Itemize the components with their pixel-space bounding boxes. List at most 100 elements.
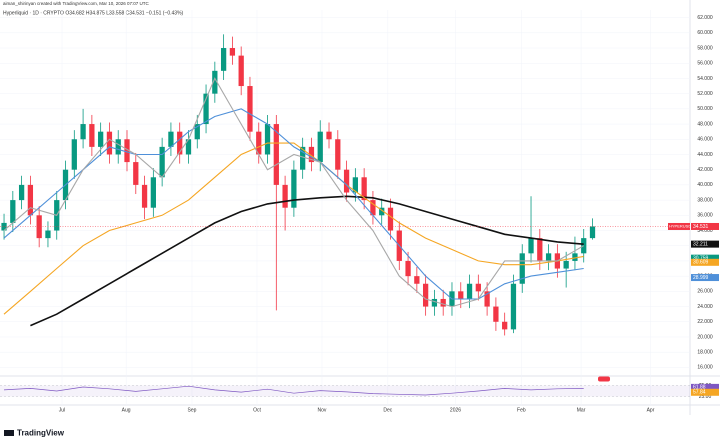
y-tick-label: 54.000 (697, 76, 713, 82)
candle-body (493, 306, 499, 322)
y-tick-label: 60.000 (697, 30, 713, 36)
candle-body (80, 124, 86, 140)
y-tick-label: 50.000 (697, 106, 713, 112)
y-tick-label: 20.000 (697, 334, 713, 340)
y-tick-label: 46.000 (697, 137, 713, 143)
x-tick-label: Jul (59, 407, 65, 413)
y-tick-label: 24.000 (697, 304, 713, 310)
candle-body (220, 48, 227, 71)
x-tick-label: Dec (383, 407, 392, 413)
y-tick-label: 38.000 (697, 197, 713, 203)
moving-average (30, 195, 584, 327)
price-tag (691, 240, 719, 248)
candle-body (537, 238, 543, 261)
candle-body (124, 139, 130, 163)
candle-body (475, 283, 481, 292)
x-tick-label: 2026 (450, 407, 461, 413)
candle-body (581, 238, 587, 254)
candle-body (212, 70, 218, 94)
header-symbol: Hyperliquid · 1D · CRYPTO O34.682 H34.87… (3, 10, 184, 16)
candle-body (422, 283, 429, 307)
candle-body (563, 260, 569, 269)
candle-body (36, 215, 42, 239)
candle-body (256, 131, 262, 155)
rsi-band (0, 385, 690, 397)
price-tag (691, 222, 719, 230)
rsi-line (3, 385, 584, 396)
x-tick-label: Sep (188, 407, 197, 413)
candle-body (273, 124, 279, 185)
candle-body (510, 283, 517, 330)
candle-body (300, 146, 306, 170)
y-tick-label: 48.000 (697, 121, 713, 127)
price-tag (691, 274, 719, 282)
header-credit: aiman_shirinyan created with TradingView… (3, 1, 149, 6)
candle-body (405, 260, 411, 277)
candle-body (528, 238, 534, 254)
candle-body (414, 276, 420, 284)
candle-body (27, 184, 34, 216)
candle-body (387, 207, 394, 231)
candle-body (264, 124, 271, 155)
candle-body (150, 177, 156, 208)
candle-body (141, 184, 148, 208)
candle-body (247, 86, 253, 132)
price-tag-label: 57.84 (693, 390, 706, 396)
price-tag (691, 254, 719, 262)
candle-body (194, 124, 200, 140)
candle-body (71, 139, 77, 170)
candle-body (370, 200, 376, 216)
x-tick-label: Apr (647, 407, 655, 413)
candle-body (18, 184, 25, 201)
candle-body (484, 291, 490, 307)
y-tick-label: 58.000 (697, 45, 713, 51)
candle-body (361, 177, 367, 201)
y-tick-label: 62.000 (697, 15, 713, 21)
y-tick-label: 44.000 (697, 152, 713, 158)
y-tick-label: 25.00 (699, 394, 712, 400)
candle-body (440, 298, 446, 307)
candle-body (343, 169, 350, 193)
candle-body (572, 253, 578, 261)
symbol-tag (668, 222, 690, 230)
y-tick-label: 36.000 (697, 213, 713, 219)
candle-body (502, 321, 508, 330)
y-tick-label: 18.000 (697, 350, 713, 356)
candle-body (203, 93, 209, 125)
candle-body (185, 139, 192, 155)
candle-body (177, 131, 183, 155)
candle-body (291, 169, 297, 208)
candle-body (379, 207, 385, 216)
moving-average (3, 108, 584, 300)
moving-average (3, 77, 584, 308)
candle-body (466, 283, 473, 299)
indicator-badge (598, 376, 610, 382)
price-tag (691, 388, 719, 396)
candle-body (115, 139, 121, 155)
symbol-label: HYPERUSDT (669, 224, 694, 229)
candle-body (89, 124, 95, 147)
y-tick-label: 22.000 (697, 319, 713, 325)
price-tag (691, 258, 719, 266)
brand-logo (4, 430, 14, 436)
candle-body (133, 162, 139, 185)
price-tag-label: 30.759 (693, 255, 709, 261)
x-tick-label: Oct (253, 407, 261, 413)
price-tag-label: 34.531 (693, 224, 709, 230)
moving-average (3, 142, 584, 315)
y-tick-label: 16.000 (697, 365, 713, 371)
y-tick-label: 34.000 (697, 228, 713, 234)
candle-body (229, 48, 236, 56)
candle-body (282, 184, 288, 208)
candle-body (168, 131, 174, 147)
y-tick-label: 40.000 (697, 182, 713, 188)
x-tick-label: Feb (517, 407, 526, 413)
price-tag (691, 383, 719, 391)
y-tick-label: 26.000 (697, 289, 713, 295)
candle-body (10, 200, 16, 223)
candle-body (106, 131, 113, 155)
candle-body (352, 177, 358, 193)
y-tick-label: 52.000 (697, 91, 713, 97)
price-tag-label: 30.609 (693, 260, 709, 266)
